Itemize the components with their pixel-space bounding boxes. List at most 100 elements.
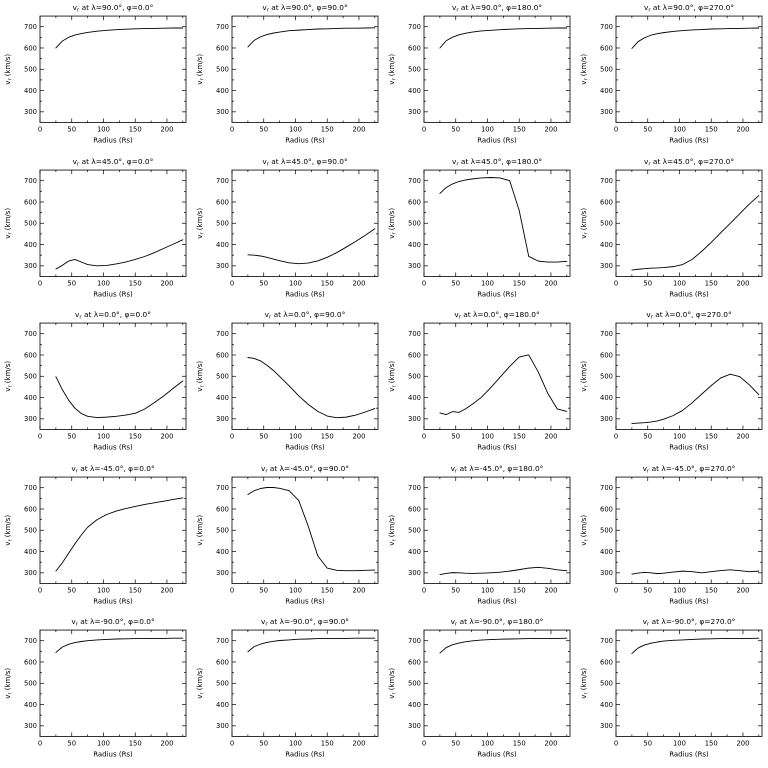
plot-frame xyxy=(231,169,379,277)
subplot-title: vr at λ=-90.0°, φ=270.0° xyxy=(643,617,736,628)
subplot-title: vr at λ=-45.0°, φ=90.0° xyxy=(261,464,349,475)
svg-text:300: 300 xyxy=(408,415,421,423)
subplot-svg: vr at λ=-90.0°, φ=0.0° 0 50 100 150 200 300 400… xyxy=(3,617,187,759)
svg-text:300: 300 xyxy=(408,262,421,270)
subplot-title: vr at λ=90.0°, φ=180.0° xyxy=(452,3,542,14)
subplot-title: vr at λ=0.0°, φ=90.0° xyxy=(265,310,346,321)
axis-ticks xyxy=(39,323,186,430)
svg-text:50: 50 xyxy=(259,279,268,287)
svg-text:600: 600 xyxy=(408,198,421,206)
svg-text:300: 300 xyxy=(24,262,37,270)
svg-text:700: 700 xyxy=(216,330,229,338)
subplot-svg: vr at λ=90.0°, φ=180.0° 0 50 100 150 200 300 40… xyxy=(387,3,571,145)
axis-ticks xyxy=(231,476,378,584)
x-axis-label: Radius (Rs) xyxy=(93,289,133,298)
plot-frame xyxy=(615,169,763,277)
y-axis-label: vr (km/s) xyxy=(579,54,590,85)
tick-labels: 0 50 100 150 200 300 400 500 600 700 xyxy=(24,484,173,594)
subplot-svg: vr at λ=0.0°, φ=180.0° 0 50 100 150 200 300 400… xyxy=(387,310,571,452)
plot-frame xyxy=(231,476,379,584)
svg-text:0: 0 xyxy=(230,740,234,748)
svg-text:150: 150 xyxy=(513,433,526,441)
svg-text:100: 100 xyxy=(97,740,110,748)
svg-text:100: 100 xyxy=(673,279,686,287)
svg-text:400: 400 xyxy=(600,241,613,249)
axis-ticks xyxy=(615,476,762,584)
subplot-lam0-phi270: vr at λ=0.0°, φ=270.0° 0 50 100 150 200 300 400… xyxy=(576,307,768,461)
svg-text:0: 0 xyxy=(38,586,42,594)
subplot-svg: vr at λ=90.0°, φ=0.0° 0 50 100 150 200 300 400 5… xyxy=(3,3,187,145)
subplot-title: vr at λ=0.0°, φ=270.0° xyxy=(646,310,731,321)
svg-text:200: 200 xyxy=(352,740,365,748)
svg-text:200: 200 xyxy=(352,279,365,287)
y-axis-label: vr (km/s) xyxy=(3,207,14,238)
tick-labels: 0 50 100 150 200 300 400 500 600 700 xyxy=(216,177,365,287)
svg-text:0: 0 xyxy=(230,125,234,133)
svg-text:150: 150 xyxy=(513,586,526,594)
axis-ticks xyxy=(231,169,378,277)
tick-labels: 0 50 100 150 200 300 400 500 600 700 xyxy=(600,484,749,594)
plot-frame xyxy=(231,15,379,123)
series-line xyxy=(631,27,760,49)
svg-text:200: 200 xyxy=(736,740,749,748)
svg-text:600: 600 xyxy=(408,352,421,360)
svg-text:600: 600 xyxy=(216,505,229,513)
svg-text:700: 700 xyxy=(216,177,229,185)
svg-text:150: 150 xyxy=(513,125,526,133)
svg-text:100: 100 xyxy=(481,279,494,287)
y-axis-label: vr (km/s) xyxy=(195,361,206,392)
subplot-svg: vr at λ=45.0°, φ=270.0° 0 50 100 150 200 300 40… xyxy=(579,157,763,298)
y-axis-label: vr (km/s) xyxy=(387,361,398,392)
subplot-lam0-phi90: vr at λ=0.0°, φ=90.0° 0 50 100 150 200 300 400 5… xyxy=(192,307,384,461)
series-line xyxy=(247,227,376,264)
svg-text:400: 400 xyxy=(408,394,421,402)
svg-text:400: 400 xyxy=(24,87,37,95)
svg-text:600: 600 xyxy=(24,505,37,513)
x-axis-label: Radius (Rs) xyxy=(285,289,325,298)
svg-text:200: 200 xyxy=(736,586,749,594)
svg-text:400: 400 xyxy=(600,548,613,556)
svg-text:100: 100 xyxy=(481,740,494,748)
plot-frame xyxy=(615,15,763,123)
tick-labels: 0 50 100 150 200 300 400 500 600 700 xyxy=(600,637,749,747)
axis-ticks xyxy=(615,169,762,277)
x-axis-label: Radius (Rs) xyxy=(669,596,709,605)
x-axis-label: Radius (Rs) xyxy=(285,443,325,452)
series-line xyxy=(55,497,184,572)
svg-text:300: 300 xyxy=(408,723,421,731)
tick-labels: 0 50 100 150 200 300 400 500 600 700 xyxy=(600,23,749,133)
svg-text:0: 0 xyxy=(230,586,234,594)
svg-text:200: 200 xyxy=(160,125,173,133)
svg-text:500: 500 xyxy=(408,373,421,381)
svg-text:600: 600 xyxy=(600,659,613,667)
svg-text:500: 500 xyxy=(408,219,421,227)
svg-text:200: 200 xyxy=(544,586,557,594)
x-axis-label: Radius (Rs) xyxy=(669,136,709,145)
svg-text:700: 700 xyxy=(600,23,613,31)
svg-text:400: 400 xyxy=(216,241,229,249)
svg-text:500: 500 xyxy=(216,219,229,227)
svg-text:0: 0 xyxy=(38,279,42,287)
svg-text:50: 50 xyxy=(259,586,268,594)
svg-text:400: 400 xyxy=(408,548,421,556)
svg-text:200: 200 xyxy=(544,125,557,133)
svg-text:600: 600 xyxy=(216,352,229,360)
svg-text:300: 300 xyxy=(408,108,421,116)
subplot-lam-45-phi90: vr at λ=-45.0°, φ=90.0° 0 50 100 150 200 300 40… xyxy=(192,461,384,615)
svg-text:50: 50 xyxy=(643,740,652,748)
y-axis-label: vr (km/s) xyxy=(579,668,590,699)
plot-frame xyxy=(39,630,187,738)
x-axis-label: Radius (Rs) xyxy=(477,750,517,759)
axis-ticks xyxy=(423,16,570,123)
svg-text:600: 600 xyxy=(408,505,421,513)
plot-frame xyxy=(39,476,187,584)
subplot-lam-90-phi180: vr at λ=-90.0°, φ=180.0° 0 50 100 150 200 300 4… xyxy=(384,614,576,768)
subplot-svg: vr at λ=-90.0°, φ=180.0° 0 50 100 150 200 300 4… xyxy=(387,617,571,759)
tick-labels: 0 50 100 150 200 300 400 500 600 700 xyxy=(216,330,365,440)
svg-text:700: 700 xyxy=(600,484,613,492)
svg-text:150: 150 xyxy=(705,740,718,748)
svg-text:150: 150 xyxy=(321,586,334,594)
tick-labels: 0 50 100 150 200 300 400 500 600 700 xyxy=(408,330,557,440)
y-axis-label: vr (km/s) xyxy=(3,54,14,85)
subplot-title: vr at λ=45.0°, φ=0.0° xyxy=(73,157,154,168)
